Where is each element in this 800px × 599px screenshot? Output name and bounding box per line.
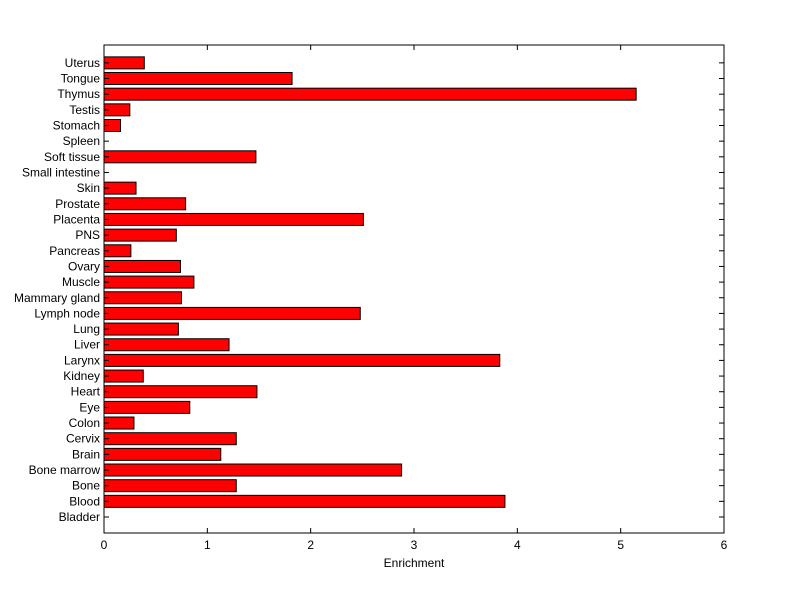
x-tick-label: 0 (101, 538, 108, 552)
x-tick-label: 1 (204, 538, 211, 552)
x-tick-label: 5 (617, 538, 624, 552)
bar-soft-tissue (103, 150, 257, 164)
y-tick-label-small-intestine: Small intestine (22, 165, 100, 179)
y-tick-label-soft-tissue: Soft tissue (44, 150, 100, 164)
bar-kidney (103, 369, 144, 383)
bar-muscle (103, 275, 195, 289)
y-tick-label-eye: Eye (79, 400, 100, 414)
y-tick-label-pancreas: Pancreas (49, 244, 100, 258)
x-tick-label: 4 (514, 538, 521, 552)
bar-heart (103, 385, 258, 399)
y-tick-label-stomach: Stomach (53, 119, 100, 133)
x-axis-title: Enrichment (384, 556, 445, 570)
bar-eye (103, 400, 191, 414)
y-tick-label-thymus: Thymus (57, 87, 100, 101)
y-tick-label-lymph-node: Lymph node (34, 306, 100, 320)
bar-cervix (103, 432, 237, 446)
bar-thymus (103, 87, 637, 101)
y-tick-label-liver: Liver (74, 338, 100, 352)
y-tick-label-bone: Bone (72, 479, 100, 493)
y-tick-label-pns: PNS (75, 228, 100, 242)
plot-frame (103, 44, 725, 534)
bar-liver (103, 338, 230, 352)
bar-mammary-gland (103, 291, 182, 305)
bar-pns (103, 228, 177, 242)
y-tick-label-larynx: Larynx (64, 353, 100, 367)
bar-lymph-node (103, 306, 361, 320)
x-tick-label: 2 (307, 538, 314, 552)
y-tick-label-ovary: Ovary (68, 259, 100, 273)
bar-ovary (103, 259, 181, 273)
y-tick-label-lung: Lung (73, 322, 100, 336)
y-tick-label-tongue: Tongue (61, 72, 101, 86)
x-axis-ticks: 0 1 2 3 4 5 6 (101, 45, 728, 552)
y-tick-label-heart: Heart (71, 385, 101, 399)
y-tick-label-placenta: Placenta (53, 212, 100, 226)
y-tick-label-bladder: Bladder (59, 510, 100, 524)
x-tick-label: 6 (721, 538, 728, 552)
y-tick-label-mammary-gland: Mammary gland (14, 291, 100, 305)
y-tick-label-uterus: Uterus (65, 56, 100, 70)
bar-bone-marrow (103, 463, 403, 477)
y-tick-label-testis: Testis (69, 103, 100, 117)
y-tick-label-bone-marrow: Bone marrow (29, 463, 101, 477)
y-tick-label-colon: Colon (69, 416, 100, 430)
bar-tongue (103, 72, 293, 86)
y-tick-label-kidney: Kidney (63, 369, 100, 383)
bar-prostate (103, 197, 187, 211)
y-tick-label-muscle: Muscle (62, 275, 100, 289)
y-tick-label-blood: Blood (69, 494, 100, 508)
y-tick-label-prostate: Prostate (55, 197, 100, 211)
y-tick-label-spleen: Spleen (63, 134, 100, 148)
x-tick-label: 3 (411, 538, 418, 552)
bar-bone (103, 479, 237, 493)
bar-lung (103, 322, 179, 336)
y-tick-label-skin: Skin (77, 181, 100, 195)
bar-uterus (103, 56, 145, 70)
bar-brain (103, 447, 222, 461)
y-tick-label-brain: Brain (72, 447, 100, 461)
bar-blood (103, 494, 506, 508)
bar-placenta (103, 212, 364, 226)
bar-larynx (103, 353, 501, 367)
y-tick-label-cervix: Cervix (66, 432, 100, 446)
